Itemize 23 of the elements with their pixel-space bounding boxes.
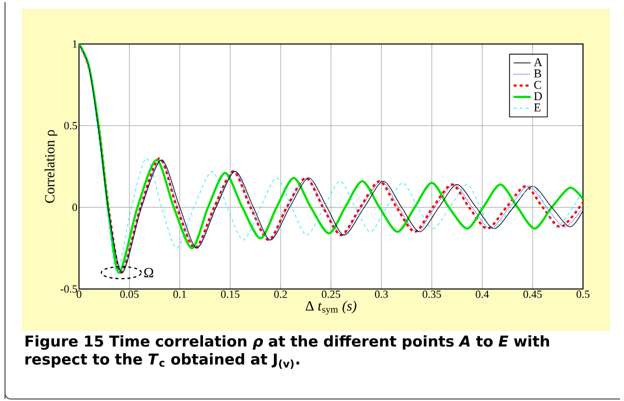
x-tick-label: 0.5	[576, 290, 590, 298]
x-tick-label: 0.2	[274, 290, 287, 298]
x-tick-label: 0.25	[322, 290, 340, 298]
annotation: Ω	[144, 268, 154, 278]
y-axis-title: Correlation ρ	[44, 130, 58, 203]
x-tick-label: 0.1	[173, 290, 186, 298]
legend-label: D	[534, 92, 542, 100]
y-tick-label: -0.5	[60, 285, 78, 293]
x-axis-title: Δ t$_{sym}$ (s)	[306, 300, 356, 315]
x-tick-label: 0.3	[374, 290, 388, 298]
legend-label: E	[534, 104, 540, 112]
x-tick-label: 0.15	[221, 290, 240, 298]
x-tick-label: 0.4	[476, 290, 489, 298]
x-tick-label: 0.45	[523, 290, 542, 298]
x-tick-label: 0.05	[120, 290, 139, 298]
y-tick-label: 1	[72, 40, 77, 48]
y-tick-label: 0.5	[64, 122, 78, 130]
y-tick-label: 0	[72, 204, 78, 212]
legend-label: A	[534, 58, 542, 66]
legend-label: B	[534, 70, 542, 78]
chart-title: Figure 15 Time correlation ρ at the different points A to E with respect to the T$_{c}$ obtained at J$_{(v)}$.	[25, 335, 550, 369]
x-tick-label: 0.35	[422, 290, 441, 298]
legend-label: C	[534, 80, 542, 89]
